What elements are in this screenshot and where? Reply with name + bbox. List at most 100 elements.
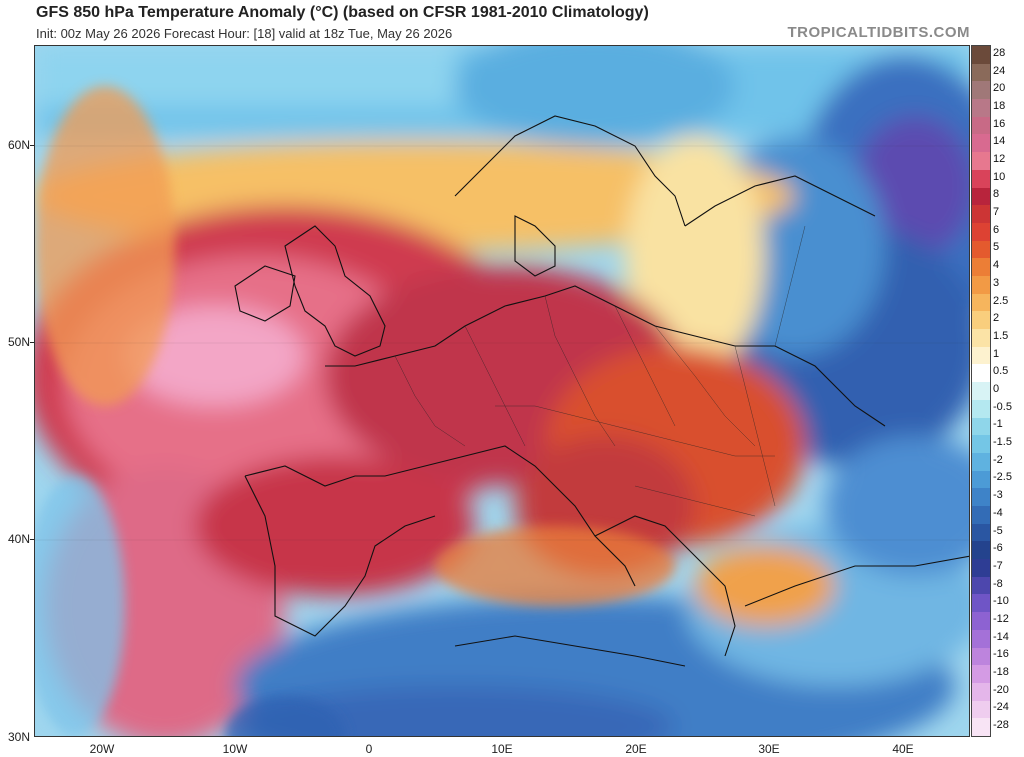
legend-swatch xyxy=(972,647,990,666)
legend-label: -0.5 xyxy=(993,400,1012,413)
legend-label: -2 xyxy=(993,453,1003,466)
legend-label: 28 xyxy=(993,46,1006,59)
legend-label: -14 xyxy=(993,630,1009,643)
legend-label: -24 xyxy=(993,701,1009,714)
legend-swatch xyxy=(972,276,990,295)
chart-title: GFS 850 hPa Temperature Anomaly (°C) (ba… xyxy=(36,4,649,21)
lat-label-40n: 40N xyxy=(7,532,30,546)
legend-label: -2.5 xyxy=(993,471,1012,484)
lat-tick xyxy=(30,145,34,146)
legend-label: 7 xyxy=(993,206,1000,219)
coastlines xyxy=(234,115,969,667)
legend-swatch xyxy=(972,682,990,702)
legend-label: -8 xyxy=(993,577,1003,590)
legend-label: -5 xyxy=(993,524,1003,537)
lat-tick xyxy=(30,539,34,540)
legend-label: 4 xyxy=(993,259,1000,272)
legend-label: 18 xyxy=(993,99,1006,112)
legend-swatch xyxy=(972,169,990,189)
legend-label: -10 xyxy=(993,595,1009,608)
legend-label: -12 xyxy=(993,613,1009,625)
map-field xyxy=(35,46,969,736)
legend-label: -28 xyxy=(993,719,1009,732)
legend-label: 0 xyxy=(993,383,1000,395)
legend-label: 6 xyxy=(993,223,1000,236)
legend-label: -1.5 xyxy=(993,436,1012,449)
chart-subtitle: Init: 00z May 26 2026 Forecast Hour: [18… xyxy=(36,26,453,41)
legend-swatch xyxy=(972,700,990,719)
legend-swatch xyxy=(972,187,990,206)
legend-swatch xyxy=(972,665,990,684)
legend-label: 1 xyxy=(993,347,1000,360)
legend-swatch xyxy=(972,81,990,100)
lon-label-20w: 20W xyxy=(89,742,115,756)
legend-swatch xyxy=(972,258,990,277)
legend-swatch xyxy=(972,576,990,595)
legend-swatch xyxy=(972,205,990,224)
legend-swatch xyxy=(972,329,990,348)
legend-swatch xyxy=(972,629,990,649)
legend-label: 10 xyxy=(993,170,1006,183)
lat-label-30n: 30N xyxy=(7,730,30,744)
legend-swatch xyxy=(972,152,990,171)
legend-label: 12 xyxy=(993,153,1006,165)
legend-swatch xyxy=(972,293,990,312)
legend-swatch xyxy=(972,559,990,578)
legend-swatch xyxy=(972,382,990,401)
legend-label: 24 xyxy=(993,64,1006,77)
legend-label: -16 xyxy=(993,648,1009,661)
legend-swatch xyxy=(972,399,990,419)
lat-label-60n: 60N xyxy=(7,138,30,152)
lat-tick xyxy=(30,342,34,343)
legend-label: -18 xyxy=(993,666,1009,679)
legend-swatch xyxy=(972,240,990,259)
legend-label: 5 xyxy=(993,241,1000,254)
lon-label-20e: 20E xyxy=(625,742,647,756)
legend-swatch xyxy=(972,594,990,613)
color-legend xyxy=(971,45,991,737)
legend-label: -20 xyxy=(993,683,1009,696)
legend-label: 16 xyxy=(993,117,1006,130)
legend-label: -6 xyxy=(993,542,1003,555)
legend-swatch xyxy=(972,311,990,330)
legend-swatch xyxy=(972,46,990,65)
lon-label-40e: 40E xyxy=(892,742,914,756)
legend-label: -4 xyxy=(993,506,1003,519)
legend-swatch xyxy=(972,718,990,737)
legend-swatch xyxy=(972,99,990,118)
legend-swatch xyxy=(972,452,990,472)
legend-swatch xyxy=(972,523,990,542)
legend-swatch xyxy=(972,364,990,383)
legend-swatch xyxy=(972,506,990,525)
legend-label: 8 xyxy=(993,188,1000,201)
lon-label-0: 0 xyxy=(365,742,373,756)
legend-swatch xyxy=(972,63,990,82)
legend-label: 14 xyxy=(993,135,1006,148)
legend-label: 20 xyxy=(993,82,1006,95)
lon-label-30e: 30E xyxy=(758,742,780,756)
legend-label: 0.5 xyxy=(993,365,1009,378)
legend-label: 2.5 xyxy=(993,294,1009,307)
legend-label: 1.5 xyxy=(993,329,1009,342)
lon-label-10e: 10E xyxy=(491,742,513,756)
lon-label-10w: 10W xyxy=(222,742,248,756)
graticule xyxy=(35,145,969,541)
anomaly-map xyxy=(34,45,970,737)
legend-swatch xyxy=(972,435,990,454)
legend-swatch xyxy=(972,612,990,631)
legend-label: -7 xyxy=(993,559,1003,572)
lat-label-50n: 50N xyxy=(7,335,30,349)
legend-swatch xyxy=(972,222,990,242)
legend-swatch xyxy=(972,417,990,436)
legend-swatch xyxy=(972,116,990,135)
country-borders xyxy=(394,225,806,517)
legend-swatch xyxy=(972,488,990,507)
legend-swatch xyxy=(972,134,990,153)
legend-label: -1 xyxy=(993,418,1003,431)
legend-swatch xyxy=(972,470,990,489)
legend-swatch xyxy=(972,541,990,560)
legend-label: -3 xyxy=(993,489,1003,502)
legend-swatch xyxy=(972,346,990,365)
legend-label: 3 xyxy=(993,276,1000,289)
brand-watermark[interactable]: TROPICALTIDBITS.COM xyxy=(787,24,970,41)
